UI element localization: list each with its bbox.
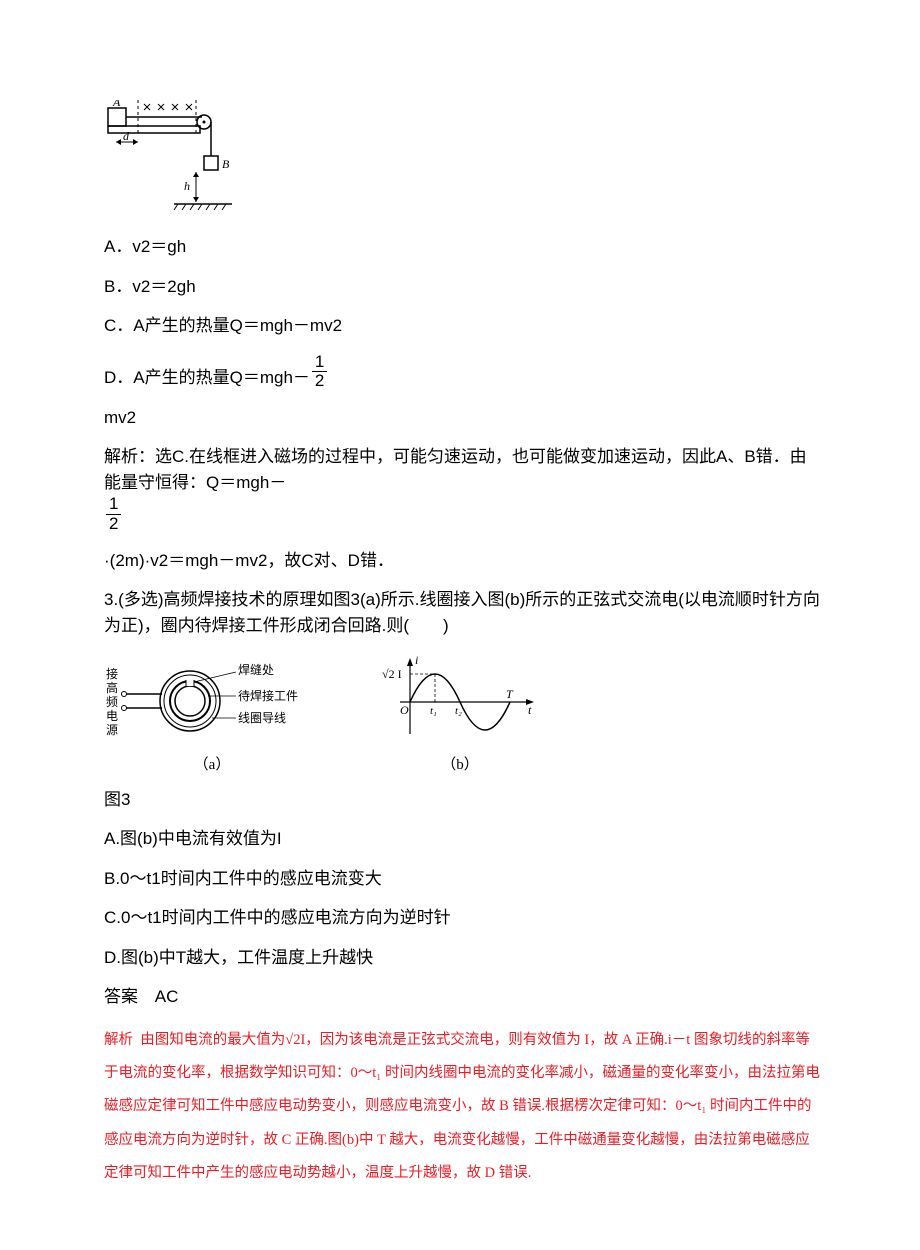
q2-diagram: A d B h — [104, 100, 244, 220]
fraction-half: 1 2 — [312, 353, 327, 391]
q3-stem: 3.(多选)高频焊接技术的原理如图3(a)所示.线圈接入图(b)所示的正弦式交流… — [104, 587, 820, 638]
figure-q2: A d B h — [104, 100, 820, 220]
fig3a-left-5: 源 — [106, 723, 118, 737]
frac-den-2: 2 — [106, 515, 121, 534]
fig3a-anno1: 焊缝处 — [238, 662, 274, 677]
label-h: h — [184, 179, 190, 193]
fig3b-cap: （b） — [380, 754, 540, 777]
fig3b-y: i — [415, 653, 418, 667]
fig3a-svg: 接 高 频 电 源 焊缝处 待焊接工件 — [104, 652, 320, 752]
frac-num-2: 1 — [106, 495, 121, 515]
q2-mv2: mv2 — [104, 405, 820, 431]
fraction-half-2: 1 2 — [106, 495, 121, 533]
fig3b-O: O — [400, 703, 409, 717]
fig3b-t2: t₂ — [455, 705, 462, 717]
q3-option-b: B.0～t1时间内工件中的感应电流变大 — [104, 866, 820, 892]
q2-option-d: D．A产生的热量Q＝mgh－ 1 2 — [104, 353, 820, 391]
fig3b-t1: t₁ — [430, 705, 437, 717]
q3-option-c: C.0～t1时间内工件中的感应电流方向为逆时针 — [104, 905, 820, 931]
fig3a-anno3: 线圈导线 — [238, 711, 286, 725]
figure-q3: 接 高 频 电 源 焊缝处 待焊接工件 — [104, 652, 820, 777]
q2-option-c: C．A产生的热量Q＝mgh－mv2 — [104, 313, 820, 339]
fig3a-left-4: 电 — [106, 709, 118, 723]
q3-answer: 答案 AC — [104, 984, 820, 1010]
q3-explanation: 解析 由图知电流的最大值为√2I，因为该电流是正弦式交流电，则有效值为 I，故 … — [104, 1024, 820, 1191]
answer-label: 答案 — [104, 987, 138, 1006]
fig3b-x: t — [528, 703, 532, 717]
explain-label: 解析 — [104, 1032, 133, 1048]
q2-option-b: B．v2＝2gh — [104, 274, 820, 300]
q3-option-d: D.图(b)中T越大，工件温度上升越快 — [104, 945, 820, 971]
label-d: d — [123, 129, 130, 143]
fig3a-left-2: 高 — [106, 680, 118, 695]
label-B: B — [222, 157, 230, 171]
explain-body: 由图知电流的最大值为√2I，因为该电流是正弦式交流电，则有效值为 I，故 A 正… — [104, 1032, 820, 1181]
fig3a-left-3: 频 — [106, 695, 118, 709]
fig3b-T: T — [506, 687, 514, 701]
fig3b-peak: √2 I — [382, 667, 402, 681]
fig3a-cap: （a） — [104, 754, 320, 777]
q2-option-a: A．v2＝gh — [104, 234, 820, 260]
fig3a-anno2: 待焊接工件 — [238, 688, 298, 703]
frac-num: 1 — [312, 353, 327, 373]
q2-solution-line1: 解析：选C.在线框进入磁场的过程中，可能匀速运动，也可能做变加速运动，因此A、B… — [104, 444, 820, 533]
label-A: A — [112, 100, 121, 109]
answer-value: AC — [155, 987, 179, 1006]
q2-opt-d-pre: D．A产生的热量Q＝mgh－ — [104, 365, 310, 391]
fig3a-left-1: 接 — [106, 666, 118, 681]
frac-den: 2 — [312, 372, 327, 391]
fig3-caption: 图3 — [104, 787, 820, 813]
q2-solution-line2: ·(2m)·v2＝mgh－mv2，故C对、D错． — [104, 548, 820, 574]
fig3b-wrap: i t √2 I O t₁ t₂ T （b） — [380, 652, 540, 777]
fig3b-svg: i t √2 I O t₁ t₂ T — [380, 652, 540, 752]
q2-sol-pre: 解析：选C.在线框进入磁场的过程中，可能匀速运动，也可能做变加速运动，因此A、B… — [104, 444, 820, 495]
fig3a-wrap: 接 高 频 电 源 焊缝处 待焊接工件 — [104, 652, 320, 777]
q3-option-a: A.图(b)中电流有效值为I — [104, 826, 820, 852]
